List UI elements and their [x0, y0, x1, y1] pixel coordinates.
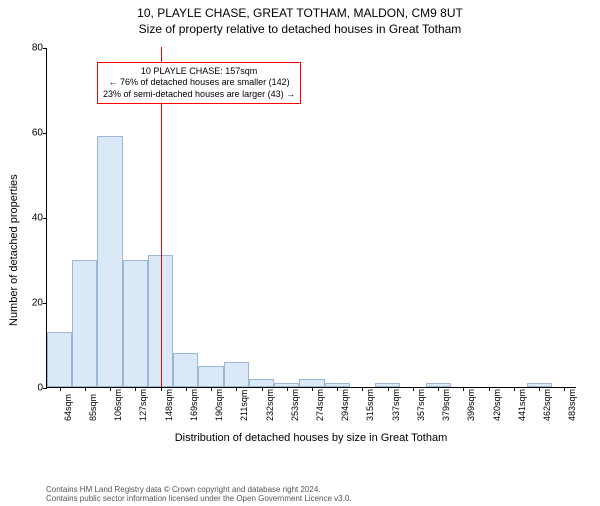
x-tick-mark	[362, 387, 363, 391]
x-tick-label: 379sqm	[441, 389, 451, 421]
annotation-line: 23% of semi-detached houses are larger (…	[103, 89, 295, 100]
y-tick-label: 40	[17, 213, 43, 224]
plot-region: 02040608064sqm85sqm106sqm127sqm148sqm169…	[46, 48, 576, 388]
x-tick-label: 190sqm	[214, 389, 224, 421]
footer-line-1: Contains HM Land Registry data © Crown c…	[46, 485, 352, 495]
histogram-bar	[47, 332, 72, 387]
footer-line-2: Contains public sector information licen…	[46, 494, 352, 504]
histogram-bar	[72, 260, 97, 388]
x-tick-mark	[161, 387, 162, 391]
x-tick-mark	[388, 387, 389, 391]
histogram-bar	[97, 136, 122, 387]
x-tick-mark	[312, 387, 313, 391]
x-tick-label: 106sqm	[113, 389, 123, 421]
x-tick-mark	[337, 387, 338, 391]
x-tick-label: 85sqm	[88, 394, 98, 421]
histogram-bar	[299, 379, 324, 388]
x-axis-label: Distribution of detached houses by size …	[46, 432, 576, 444]
x-tick-label: 274sqm	[315, 389, 325, 421]
x-tick-mark	[211, 387, 212, 391]
x-tick-label: 169sqm	[189, 389, 199, 421]
y-tick-label: 20	[17, 298, 43, 309]
chart-title-main: 10, PLAYLE CHASE, GREAT TOTHAM, MALDON, …	[0, 6, 600, 20]
x-tick-label: 148sqm	[164, 389, 174, 421]
x-tick-label: 232sqm	[265, 389, 275, 421]
x-tick-mark	[110, 387, 111, 391]
x-tick-mark	[438, 387, 439, 391]
x-tick-label: 64sqm	[63, 394, 73, 421]
x-tick-label: 127sqm	[138, 389, 148, 421]
chart-title-sub: Size of property relative to detached ho…	[0, 22, 600, 36]
x-tick-label: 420sqm	[492, 389, 502, 421]
x-tick-label: 483sqm	[567, 389, 577, 421]
chart-area: 02040608064sqm85sqm106sqm127sqm148sqm169…	[46, 48, 576, 438]
x-tick-label: 294sqm	[340, 389, 350, 421]
y-tick-mark	[43, 218, 47, 219]
x-tick-label: 399sqm	[466, 389, 476, 421]
x-tick-mark	[60, 387, 61, 391]
footer-attribution: Contains HM Land Registry data © Crown c…	[46, 485, 352, 504]
x-tick-mark	[514, 387, 515, 391]
y-tick-label: 60	[17, 128, 43, 139]
histogram-bar	[224, 362, 249, 388]
x-tick-mark	[262, 387, 263, 391]
y-tick-label: 80	[17, 43, 43, 54]
x-tick-label: 441sqm	[517, 389, 527, 421]
x-tick-label: 357sqm	[416, 389, 426, 421]
y-tick-mark	[43, 48, 47, 49]
x-tick-mark	[489, 387, 490, 391]
annotation-box: 10 PLAYLE CHASE: 157sqm← 76% of detached…	[97, 62, 301, 104]
x-tick-mark	[85, 387, 86, 391]
histogram-bar	[123, 260, 148, 388]
x-tick-mark	[236, 387, 237, 391]
histogram-bar	[198, 366, 223, 387]
x-tick-mark	[413, 387, 414, 391]
y-tick-label: 0	[17, 383, 43, 394]
x-tick-label: 211sqm	[239, 390, 249, 421]
annotation-line: ← 76% of detached houses are smaller (14…	[103, 77, 295, 88]
x-tick-mark	[135, 387, 136, 391]
annotation-line: 10 PLAYLE CHASE: 157sqm	[103, 66, 295, 77]
x-tick-mark	[564, 387, 565, 391]
histogram-bar	[249, 379, 274, 388]
y-tick-mark	[43, 303, 47, 304]
x-tick-label: 337sqm	[391, 389, 401, 421]
x-tick-label: 462sqm	[542, 389, 552, 421]
y-tick-mark	[43, 388, 47, 389]
x-tick-label: 253sqm	[290, 389, 300, 421]
x-tick-label: 315sqm	[365, 389, 375, 421]
x-tick-mark	[186, 387, 187, 391]
y-tick-mark	[43, 133, 47, 134]
x-tick-mark	[287, 387, 288, 391]
x-tick-mark	[463, 387, 464, 391]
histogram-bar	[173, 353, 198, 387]
x-tick-mark	[539, 387, 540, 391]
